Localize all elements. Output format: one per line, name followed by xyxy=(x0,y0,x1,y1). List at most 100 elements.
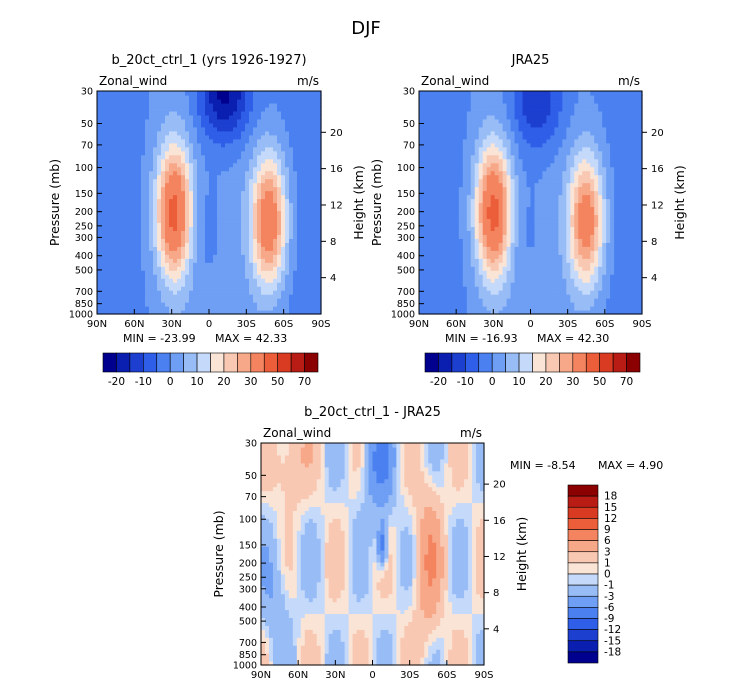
heatmap-cell xyxy=(221,119,226,124)
heatmap-cell xyxy=(237,103,242,108)
heatmap-cell xyxy=(313,159,318,164)
heatmap-cell xyxy=(301,203,306,208)
heatmap-cell xyxy=(233,290,238,295)
heatmap-cell xyxy=(133,242,138,247)
heatmap-cell xyxy=(297,103,302,108)
heatmap-cell xyxy=(511,282,516,287)
heatmap-cell xyxy=(181,270,186,275)
heatmap-cell xyxy=(499,171,504,176)
heatmap-cell xyxy=(113,99,118,104)
heatmap-cell xyxy=(97,242,102,247)
heatmap-cell xyxy=(538,238,543,243)
heatmap-cell xyxy=(507,111,512,116)
heatmap-cell xyxy=(534,199,539,204)
heatmap-cell xyxy=(177,187,182,192)
heatmap-cell xyxy=(165,175,170,180)
heatmap-cell xyxy=(233,175,238,180)
heatmap-cell xyxy=(257,222,262,227)
heatmap-cell xyxy=(455,230,460,235)
heatmap-cell xyxy=(511,298,516,303)
heatmap-cell xyxy=(109,115,114,120)
heatmap-cell xyxy=(169,91,174,96)
heatmap-cell xyxy=(459,155,464,160)
heatmap-cell xyxy=(257,199,262,204)
heatmap-cell xyxy=(511,127,516,132)
heatmap-cell xyxy=(309,242,314,247)
heatmap-cell xyxy=(221,270,226,275)
heatmap-cell xyxy=(197,199,202,204)
heatmap-cell xyxy=(538,99,543,104)
heatmap-cell xyxy=(281,91,286,96)
heatmap-cell xyxy=(241,175,246,180)
heatmap-cell xyxy=(293,183,298,188)
heatmap-cell xyxy=(423,127,428,132)
heatmap-cell xyxy=(289,123,294,128)
heatmap-cell xyxy=(245,119,250,124)
heatmap-cell xyxy=(117,290,122,295)
heatmap-cell xyxy=(125,123,130,128)
heatmap-cell xyxy=(289,222,294,227)
heatmap-cell xyxy=(185,290,190,295)
heatmap-cell xyxy=(471,214,476,219)
heatmap-cell xyxy=(253,183,258,188)
heatmap-cell xyxy=(269,290,274,295)
heatmap-cell xyxy=(305,135,310,140)
heatmap-cell xyxy=(205,187,210,192)
heatmap-cell xyxy=(439,246,444,251)
heatmap-cell xyxy=(269,234,274,239)
heatmap-cell xyxy=(225,298,230,303)
heatmap-cell xyxy=(297,258,302,263)
heatmap-cell xyxy=(225,242,230,247)
heatmap-cell xyxy=(181,131,186,136)
heatmap-cell xyxy=(305,187,310,192)
heatmap-cell xyxy=(534,123,539,128)
heatmap-cell xyxy=(273,278,278,283)
heatmap-cell xyxy=(105,230,110,235)
heatmap-cell xyxy=(133,274,138,279)
heatmap-cell xyxy=(137,298,142,303)
heatmap-cell xyxy=(455,147,460,152)
heatmap-cell xyxy=(257,266,262,271)
heatmap-cell xyxy=(538,127,543,132)
heatmap-cell xyxy=(237,262,242,267)
heatmap-cell xyxy=(173,302,178,307)
heatmap-cell xyxy=(523,214,528,219)
heatmap-cell xyxy=(145,107,150,112)
heatmap-cell xyxy=(483,306,488,311)
heatmap-cell xyxy=(467,127,472,132)
heatmap-cell xyxy=(225,226,230,231)
heatmap-cell xyxy=(125,107,130,112)
heatmap-cell xyxy=(507,167,512,172)
heatmap-cell xyxy=(515,218,520,223)
heatmap-cell xyxy=(225,214,230,219)
heatmap-cell xyxy=(527,262,532,267)
heatmap-cell xyxy=(534,159,539,164)
heatmap-cell xyxy=(423,151,428,156)
heatmap-cell xyxy=(435,187,440,192)
heatmap-cell xyxy=(542,238,547,243)
heatmap-cell xyxy=(443,199,448,204)
heatmap-cell xyxy=(463,103,468,108)
heatmap-cell xyxy=(523,270,528,275)
heatmap-cell xyxy=(313,274,318,279)
heatmap-cell xyxy=(169,258,174,263)
heatmap-cell xyxy=(313,262,318,267)
heatmap-cell xyxy=(249,103,254,108)
heatmap-cell xyxy=(221,91,226,96)
heatmap-cell xyxy=(443,203,448,208)
heatmap-cell xyxy=(487,99,492,104)
heatmap-cell xyxy=(507,210,512,215)
heatmap-cell xyxy=(487,206,492,211)
heatmap-cell xyxy=(293,230,298,235)
heatmap-cell xyxy=(229,155,234,160)
heatmap-cell xyxy=(309,115,314,120)
heatmap-cell xyxy=(141,175,146,180)
heatmap-cell xyxy=(149,199,154,204)
heatmap-cell xyxy=(185,206,190,211)
heatmap-cell xyxy=(281,183,286,188)
heatmap-cell xyxy=(205,282,210,287)
heatmap-cell xyxy=(109,175,114,180)
heatmap-cell xyxy=(269,115,274,120)
heatmap-cell xyxy=(507,282,512,287)
heatmap-cell xyxy=(463,290,468,295)
